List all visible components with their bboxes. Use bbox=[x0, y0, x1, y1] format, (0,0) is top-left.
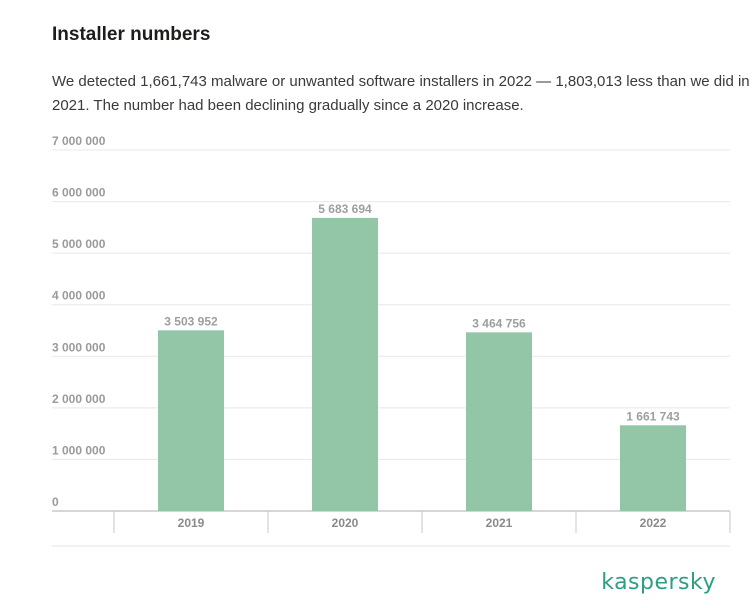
y-tick-label: 0 bbox=[52, 495, 59, 509]
y-tick-label: 2 000 000 bbox=[52, 392, 106, 406]
x-tick-label-2020: 2020 bbox=[332, 516, 359, 530]
bar-2021 bbox=[466, 332, 532, 511]
y-tick-label: 4 000 000 bbox=[52, 289, 106, 303]
data-label-2019: 3 503 952 bbox=[164, 314, 218, 328]
y-tick-label: 1 000 000 bbox=[52, 443, 106, 457]
x-tick-label-2019: 2019 bbox=[178, 516, 205, 530]
chart-title: Installer numbers bbox=[52, 24, 211, 45]
bar-2022 bbox=[620, 425, 686, 511]
y-tick-label: 6 000 000 bbox=[52, 186, 106, 200]
kaspersky-logo: kaspersky bbox=[601, 570, 716, 595]
bar-2019 bbox=[158, 330, 224, 511]
x-tick-label-2021: 2021 bbox=[486, 516, 513, 530]
y-tick-label: 3 000 000 bbox=[52, 340, 106, 354]
y-tick-label: 7 000 000 bbox=[52, 134, 106, 148]
chart-description: We detected 1,661,743 malware or unwante… bbox=[52, 73, 750, 114]
data-label-2021: 3 464 756 bbox=[472, 316, 526, 330]
data-label-2022: 1 661 743 bbox=[626, 409, 680, 423]
y-tick-label: 5 000 000 bbox=[52, 237, 106, 251]
bar-2020 bbox=[312, 217, 378, 511]
data-label-2020: 5 683 694 bbox=[318, 202, 372, 216]
x-tick-label-2022: 2022 bbox=[640, 516, 667, 530]
bar-chart: 0 1 000 000 2 000 000 3 000 000 4 000 000 5 0… bbox=[52, 134, 731, 547]
